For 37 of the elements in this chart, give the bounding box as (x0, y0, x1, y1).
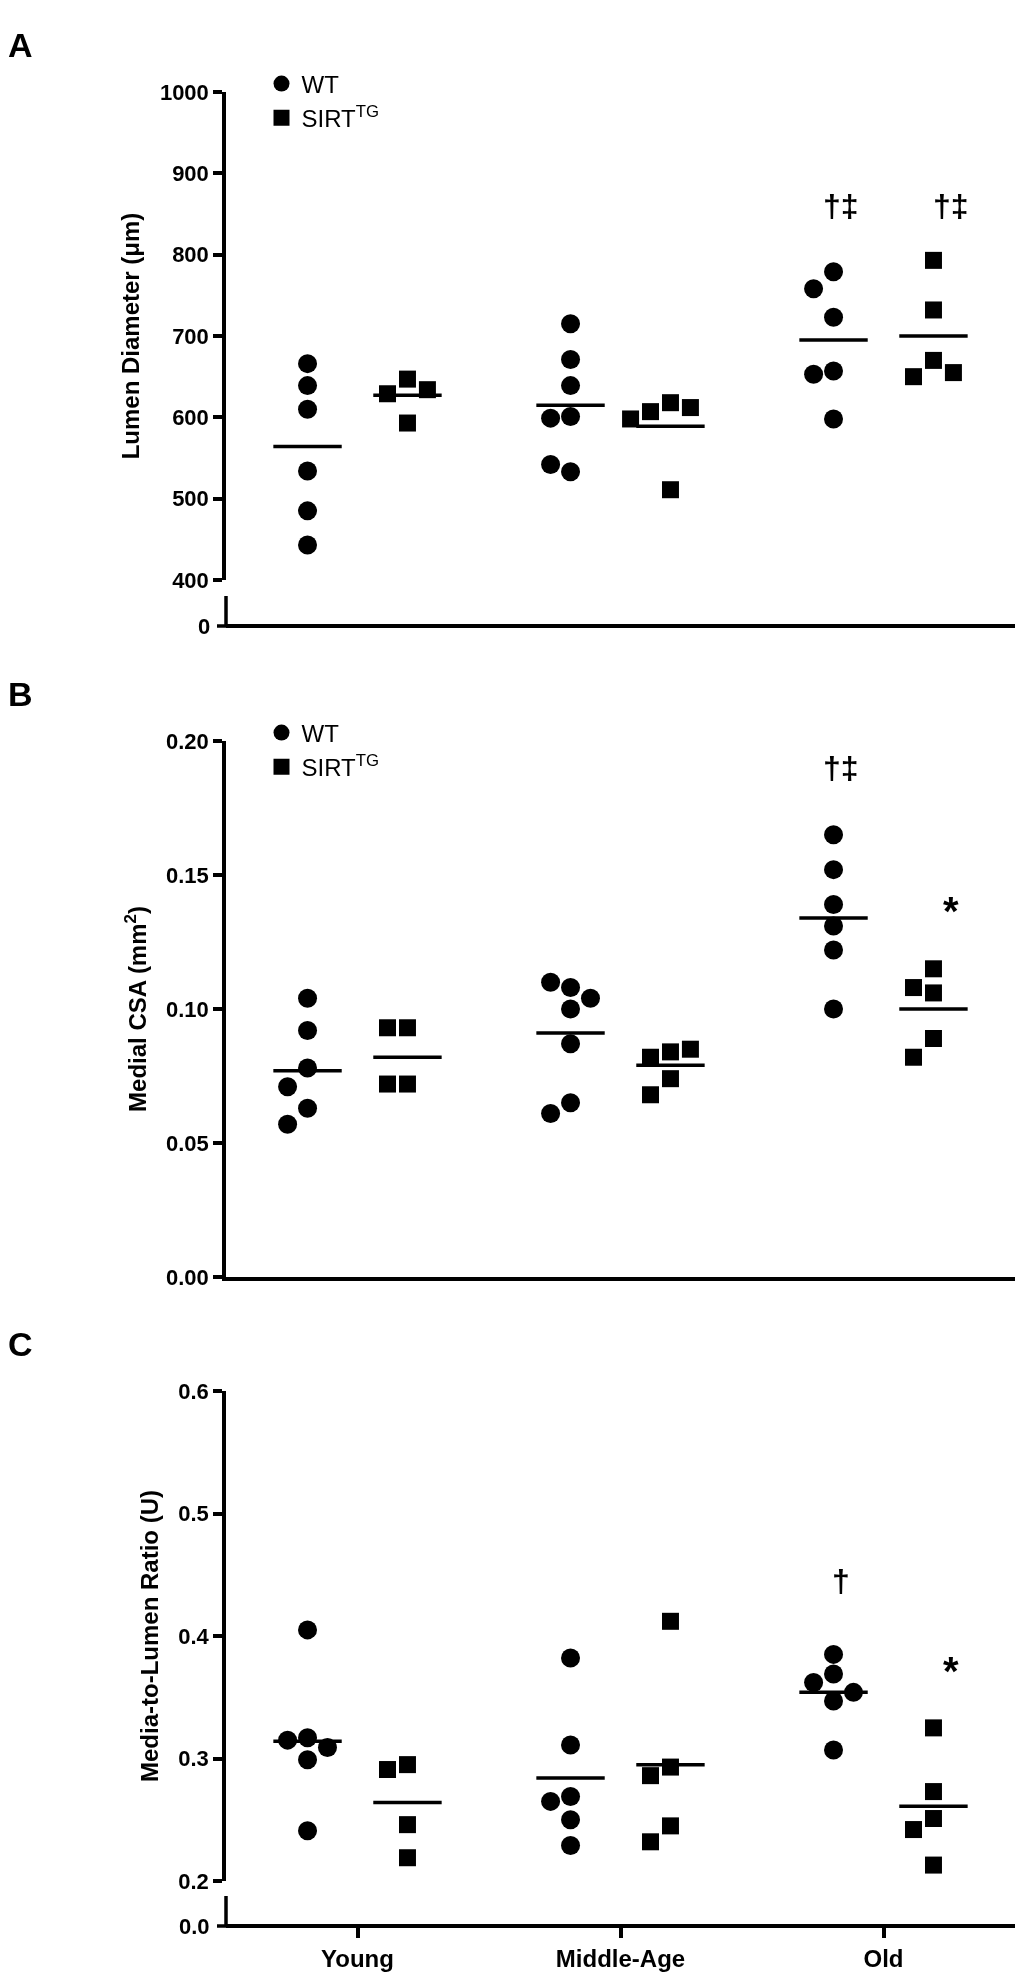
text: 0 (198, 614, 211, 639)
y-tick-label: 600 (172, 405, 209, 431)
annotation: * (943, 889, 959, 933)
y-tick-label: 0.6 (178, 1378, 209, 1404)
y-tick-label: 0.5 (178, 1501, 209, 1527)
y-tick-label: 400 (172, 567, 209, 593)
annotation: * (943, 1649, 959, 1693)
y-tick-label: 0.2 (178, 1868, 209, 1894)
y-tick-label: 0.3 (178, 1746, 209, 1772)
legend-label: SIRT$^{TG}$ (301, 102, 380, 133)
x-tick-label: Middle-Age (555, 1944, 686, 1972)
chart-title: A (8, 26, 33, 64)
y-tick-label: 0.15 (166, 862, 209, 888)
y-tick-label: 700 (172, 323, 209, 349)
y-tick-label: 900 (172, 161, 209, 187)
chart-title: C (8, 1325, 33, 1363)
y-tick-label: 0.4 (178, 1623, 210, 1649)
x-tick-label: Young (321, 1944, 394, 1972)
legend-label: WT (301, 70, 340, 98)
y-axis-title: Media-to-Lumen Ratio (U) (135, 1490, 163, 1782)
legend-label: WT (301, 719, 340, 747)
x-tick-label: Old (863, 1944, 904, 1972)
annotation: †‡ (823, 188, 859, 224)
legend-label: SIRT$^{TG}$ (301, 751, 380, 782)
annotation: † (832, 1563, 850, 1599)
y-tick-label: 0.00 (166, 1264, 209, 1290)
y-tick-label: 0.05 (166, 1130, 209, 1156)
y-tick-label: 0.20 (166, 728, 209, 754)
y-tick-label: 500 (172, 486, 209, 512)
text: 0.0 (179, 1914, 210, 1939)
y-tick-label: 0.10 (166, 996, 209, 1022)
annotation: †‡ (823, 750, 859, 786)
y-tick-label: 1000 (159, 79, 209, 105)
annotation: †‡ (933, 188, 969, 224)
chart-title: B (8, 675, 33, 713)
y-tick-label: 800 (172, 242, 209, 268)
y-axis-title: Lumen Diameter (μm) (117, 212, 145, 460)
